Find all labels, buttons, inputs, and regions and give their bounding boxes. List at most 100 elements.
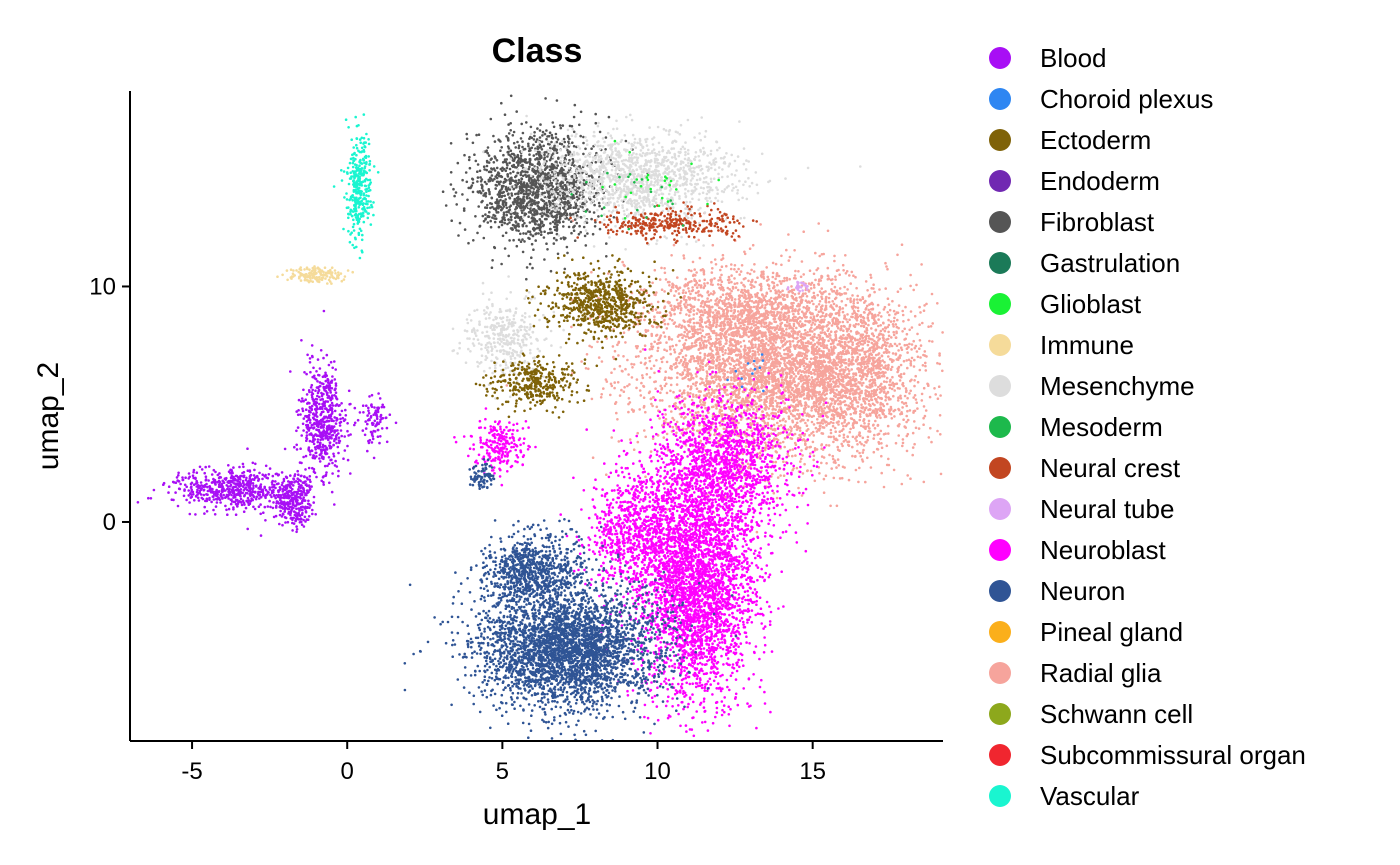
point (796, 409, 800, 412)
point (802, 306, 805, 309)
point (771, 380, 774, 384)
point (870, 301, 874, 305)
point (791, 357, 794, 361)
point (713, 258, 717, 261)
point (874, 419, 877, 423)
point (817, 428, 820, 431)
point (616, 381, 620, 384)
point (823, 412, 827, 415)
point (689, 385, 693, 388)
point (939, 433, 942, 436)
point (839, 369, 843, 372)
point (780, 378, 784, 382)
point (703, 335, 706, 339)
point (880, 397, 883, 401)
point (738, 273, 741, 276)
point (821, 311, 825, 315)
point (695, 344, 698, 347)
point (841, 411, 845, 414)
point (865, 397, 869, 401)
point (865, 441, 868, 444)
point (771, 408, 774, 411)
point (819, 372, 822, 375)
point (644, 435, 647, 439)
point (570, 325, 573, 329)
point (700, 381, 704, 384)
point (852, 375, 855, 378)
point (855, 351, 858, 355)
point (870, 327, 873, 330)
point (699, 364, 702, 368)
point (695, 366, 698, 370)
point (783, 368, 787, 371)
point (665, 391, 669, 395)
point (896, 399, 900, 402)
point (610, 436, 613, 439)
point (751, 369, 755, 372)
point (772, 370, 776, 374)
point (746, 346, 750, 350)
point (838, 434, 841, 438)
point (796, 331, 800, 334)
point (711, 342, 714, 345)
point (798, 399, 802, 403)
point (840, 375, 843, 378)
point (802, 273, 805, 276)
point (662, 356, 665, 359)
point (711, 311, 715, 314)
point (742, 339, 746, 343)
point (682, 289, 685, 292)
point (813, 448, 817, 452)
point (858, 466, 861, 470)
point (792, 372, 796, 376)
point (884, 261, 887, 265)
point (869, 466, 873, 469)
point (649, 397, 653, 401)
point (774, 382, 778, 386)
point (906, 418, 910, 422)
point (887, 432, 890, 435)
point (753, 374, 756, 378)
point (813, 479, 817, 483)
point (870, 341, 874, 345)
point (810, 281, 814, 285)
point (832, 407, 836, 411)
point (886, 368, 890, 371)
point (849, 385, 853, 388)
point (837, 402, 840, 406)
point (730, 378, 733, 382)
point (771, 360, 775, 364)
point (826, 323, 829, 327)
point (829, 504, 832, 508)
point (823, 338, 826, 342)
point (731, 401, 734, 405)
point (856, 316, 859, 319)
point (763, 398, 766, 402)
point (794, 443, 798, 447)
point (845, 270, 849, 273)
point (807, 371, 811, 375)
point (688, 378, 691, 382)
point (808, 378, 811, 382)
point (822, 477, 826, 481)
point (673, 304, 676, 308)
point (673, 294, 676, 298)
point (793, 364, 796, 367)
point (853, 398, 856, 401)
point (806, 365, 810, 368)
point (750, 429, 753, 433)
point (771, 398, 774, 402)
point (851, 392, 855, 395)
point (868, 303, 871, 306)
point (893, 415, 896, 418)
point (684, 365, 687, 369)
point (790, 353, 794, 356)
point (804, 443, 807, 447)
point (701, 378, 704, 381)
point (860, 458, 864, 461)
point (837, 412, 841, 416)
point (692, 305, 696, 309)
point (824, 378, 828, 381)
point (746, 462, 750, 466)
point (719, 405, 723, 409)
